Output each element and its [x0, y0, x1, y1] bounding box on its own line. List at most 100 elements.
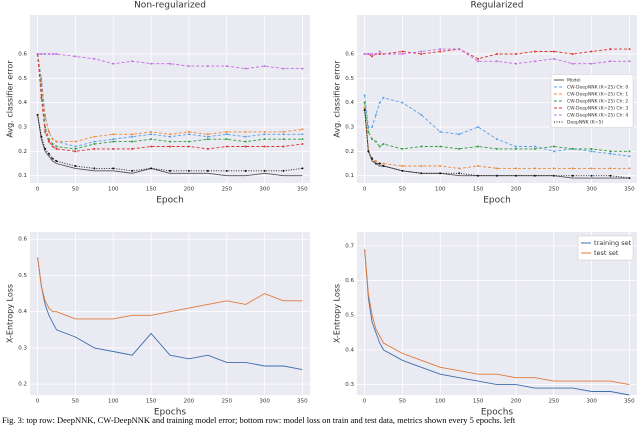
x-tick-label: 150: [473, 187, 484, 193]
series-line: [364, 249, 630, 396]
series-marker: [40, 82, 43, 85]
series-marker: [374, 162, 377, 165]
series-marker: [367, 130, 370, 133]
series-marker: [150, 138, 153, 141]
y-tick-label: 0.1: [345, 173, 354, 179]
series-marker: [514, 174, 517, 177]
series-line: [37, 114, 303, 177]
series-marker: [187, 65, 190, 68]
series-marker: [420, 164, 423, 167]
series-marker: [477, 126, 480, 128]
series-marker: [401, 50, 404, 53]
y-tick-label: 0.3: [18, 345, 27, 351]
series-marker: [514, 52, 517, 55]
y-tick-label: 0.6: [18, 51, 27, 57]
series-marker: [590, 167, 593, 170]
series-marker: [244, 169, 247, 172]
series-marker: [514, 167, 517, 170]
series-marker: [382, 96, 385, 99]
series-marker: [112, 138, 115, 141]
x-tick-label: 0: [363, 187, 367, 193]
series-marker: [244, 130, 247, 133]
series-marker: [382, 164, 385, 167]
series-marker: [225, 169, 228, 172]
series-marker: [371, 126, 374, 128]
series-marker: [371, 157, 374, 160]
series-marker: [609, 48, 612, 51]
x-tick-label: 250: [222, 399, 233, 405]
x-tick-label: 100: [108, 399, 119, 405]
series-marker: [206, 133, 209, 136]
series-marker: [378, 162, 381, 165]
series-marker: [282, 138, 285, 141]
series-marker: [458, 147, 461, 150]
series-marker: [150, 130, 153, 133]
series-marker: [206, 65, 209, 68]
series-marker: [187, 169, 190, 172]
series-marker: [439, 164, 442, 167]
series-marker: [477, 174, 480, 177]
series-marker: [552, 150, 555, 153]
series-marker: [363, 101, 366, 104]
series-marker: [206, 147, 209, 150]
legend-box: [550, 74, 634, 128]
series-marker: [477, 60, 480, 63]
x-tick-label: 200: [184, 187, 195, 193]
series-marker: [40, 135, 43, 138]
legend-label: training set: [594, 239, 632, 247]
series-marker: [533, 60, 536, 63]
series-marker: [131, 60, 134, 63]
series-marker: [552, 174, 555, 177]
series-marker: [382, 143, 385, 146]
y-tick-label: 0.6: [345, 51, 354, 57]
series-marker: [590, 147, 593, 150]
series-marker: [51, 157, 54, 160]
series-marker: [187, 145, 190, 148]
series-marker: [206, 135, 209, 138]
x-tick-label: 100: [435, 187, 446, 193]
series-marker: [282, 67, 285, 70]
series-marker: [169, 140, 171, 143]
series-marker: [590, 62, 593, 65]
x-tick-label: 50: [399, 187, 406, 193]
series-marker: [150, 62, 153, 65]
series-marker: [301, 143, 304, 146]
y-tick-label: 0.5: [18, 273, 27, 279]
series-marker: [93, 57, 96, 60]
y-axis-label: Avg. classifier error: [6, 60, 15, 138]
x-tick-label: 300: [586, 399, 597, 405]
series-marker: [477, 164, 480, 167]
series-marker: [420, 113, 423, 116]
series-marker: [374, 140, 377, 143]
series-marker: [609, 174, 612, 177]
y-tick-label: 0.4: [345, 100, 354, 106]
series-marker: [552, 50, 555, 53]
series-marker: [47, 130, 50, 133]
x-tick-label: 200: [184, 399, 195, 405]
x-axis-label: Epochs: [154, 408, 187, 418]
series-marker: [112, 140, 115, 143]
series-marker: [169, 145, 171, 148]
series-marker: [439, 172, 442, 175]
series-marker: [420, 145, 423, 148]
series-marker: [496, 147, 498, 150]
series-marker: [401, 164, 404, 167]
series-marker: [477, 145, 480, 148]
series-marker: [301, 138, 304, 141]
series-marker: [367, 150, 370, 153]
y-tick-label: 0.3: [345, 382, 354, 388]
y-axis-label: X-Entropy Loss: [333, 284, 342, 343]
series-marker: [371, 55, 374, 58]
series-marker: [514, 62, 517, 65]
y-tick-label: 0.1: [18, 173, 27, 179]
series-marker: [112, 62, 115, 65]
x-tick-label: 200: [511, 399, 522, 405]
y-tick-label: 0.3: [18, 125, 27, 131]
legend-label: CW-DeepNNK (K=25) Ch: 0: [567, 85, 628, 91]
series-marker: [93, 147, 96, 150]
x-axis-label: Epoch: [483, 196, 511, 206]
series-marker: [533, 174, 536, 177]
x-tick-label: 0: [36, 187, 40, 193]
